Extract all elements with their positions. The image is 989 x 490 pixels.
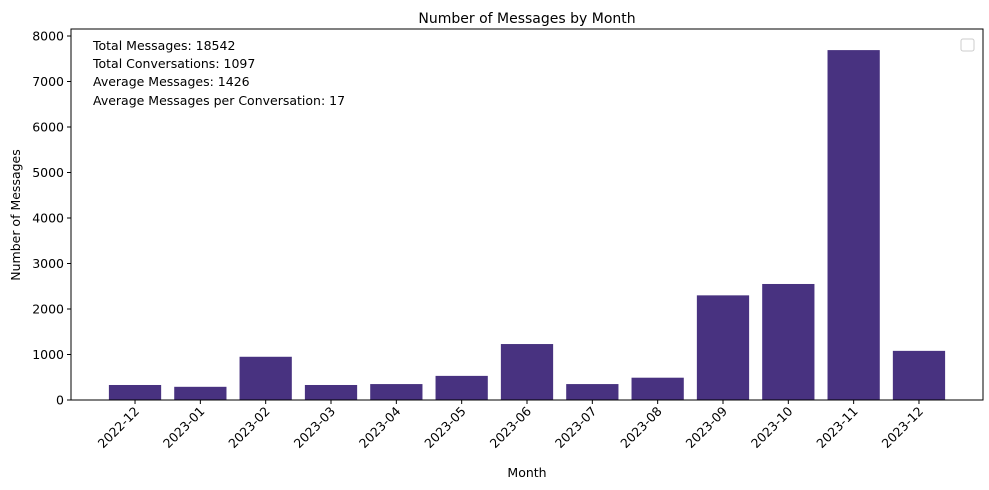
annotation-block: Total Messages: 18542 Total Conversation…	[92, 38, 345, 108]
bar-2023-07	[566, 384, 619, 400]
y-tick-label: 7000	[32, 74, 64, 89]
bar-2023-01	[174, 386, 227, 400]
bar-2023-12	[892, 350, 946, 400]
legend-box	[960, 38, 975, 52]
plot-frame	[70, 28, 984, 401]
y-axis: 0 1000 2000 3000 4000 5000 6000 7000 8000	[32, 29, 71, 408]
x-axis-label: Month	[507, 465, 546, 480]
annotation-average-per-conversation: Average Messages per Conversation: 17	[93, 93, 345, 108]
chart-title: Number of Messages by Month	[418, 11, 635, 27]
bar-2023-06	[500, 344, 554, 400]
bar-2023-04	[370, 384, 423, 400]
y-tick-label: 3000	[32, 256, 64, 271]
y-tick-label: 2000	[32, 302, 64, 317]
y-tick-label: 5000	[32, 165, 64, 180]
y-tick-label: 4000	[32, 211, 64, 226]
y-axis-label: Number of Messages	[8, 149, 23, 281]
bar-2023-03	[304, 384, 358, 400]
bar-2023-05	[435, 375, 488, 400]
y-tick-label: 1000	[32, 347, 64, 362]
bar-2023-11	[827, 50, 880, 400]
bar-2023-02	[239, 356, 292, 400]
y-tick-label: 8000	[32, 29, 64, 44]
annotation-average-messages: Average Messages: 1426	[93, 74, 250, 89]
annotation-total-conversations: Total Conversations: 1097	[92, 56, 255, 71]
y-tick-label: 6000	[32, 120, 64, 135]
bar-2023-10	[762, 283, 815, 400]
bar-2022-12	[108, 384, 162, 400]
y-tick-label: 0	[56, 393, 64, 408]
bars-group	[108, 50, 946, 400]
bar-2023-09	[696, 295, 750, 400]
annotation-total-messages: Total Messages: 18542	[92, 38, 235, 53]
bar-2023-08	[631, 377, 684, 400]
